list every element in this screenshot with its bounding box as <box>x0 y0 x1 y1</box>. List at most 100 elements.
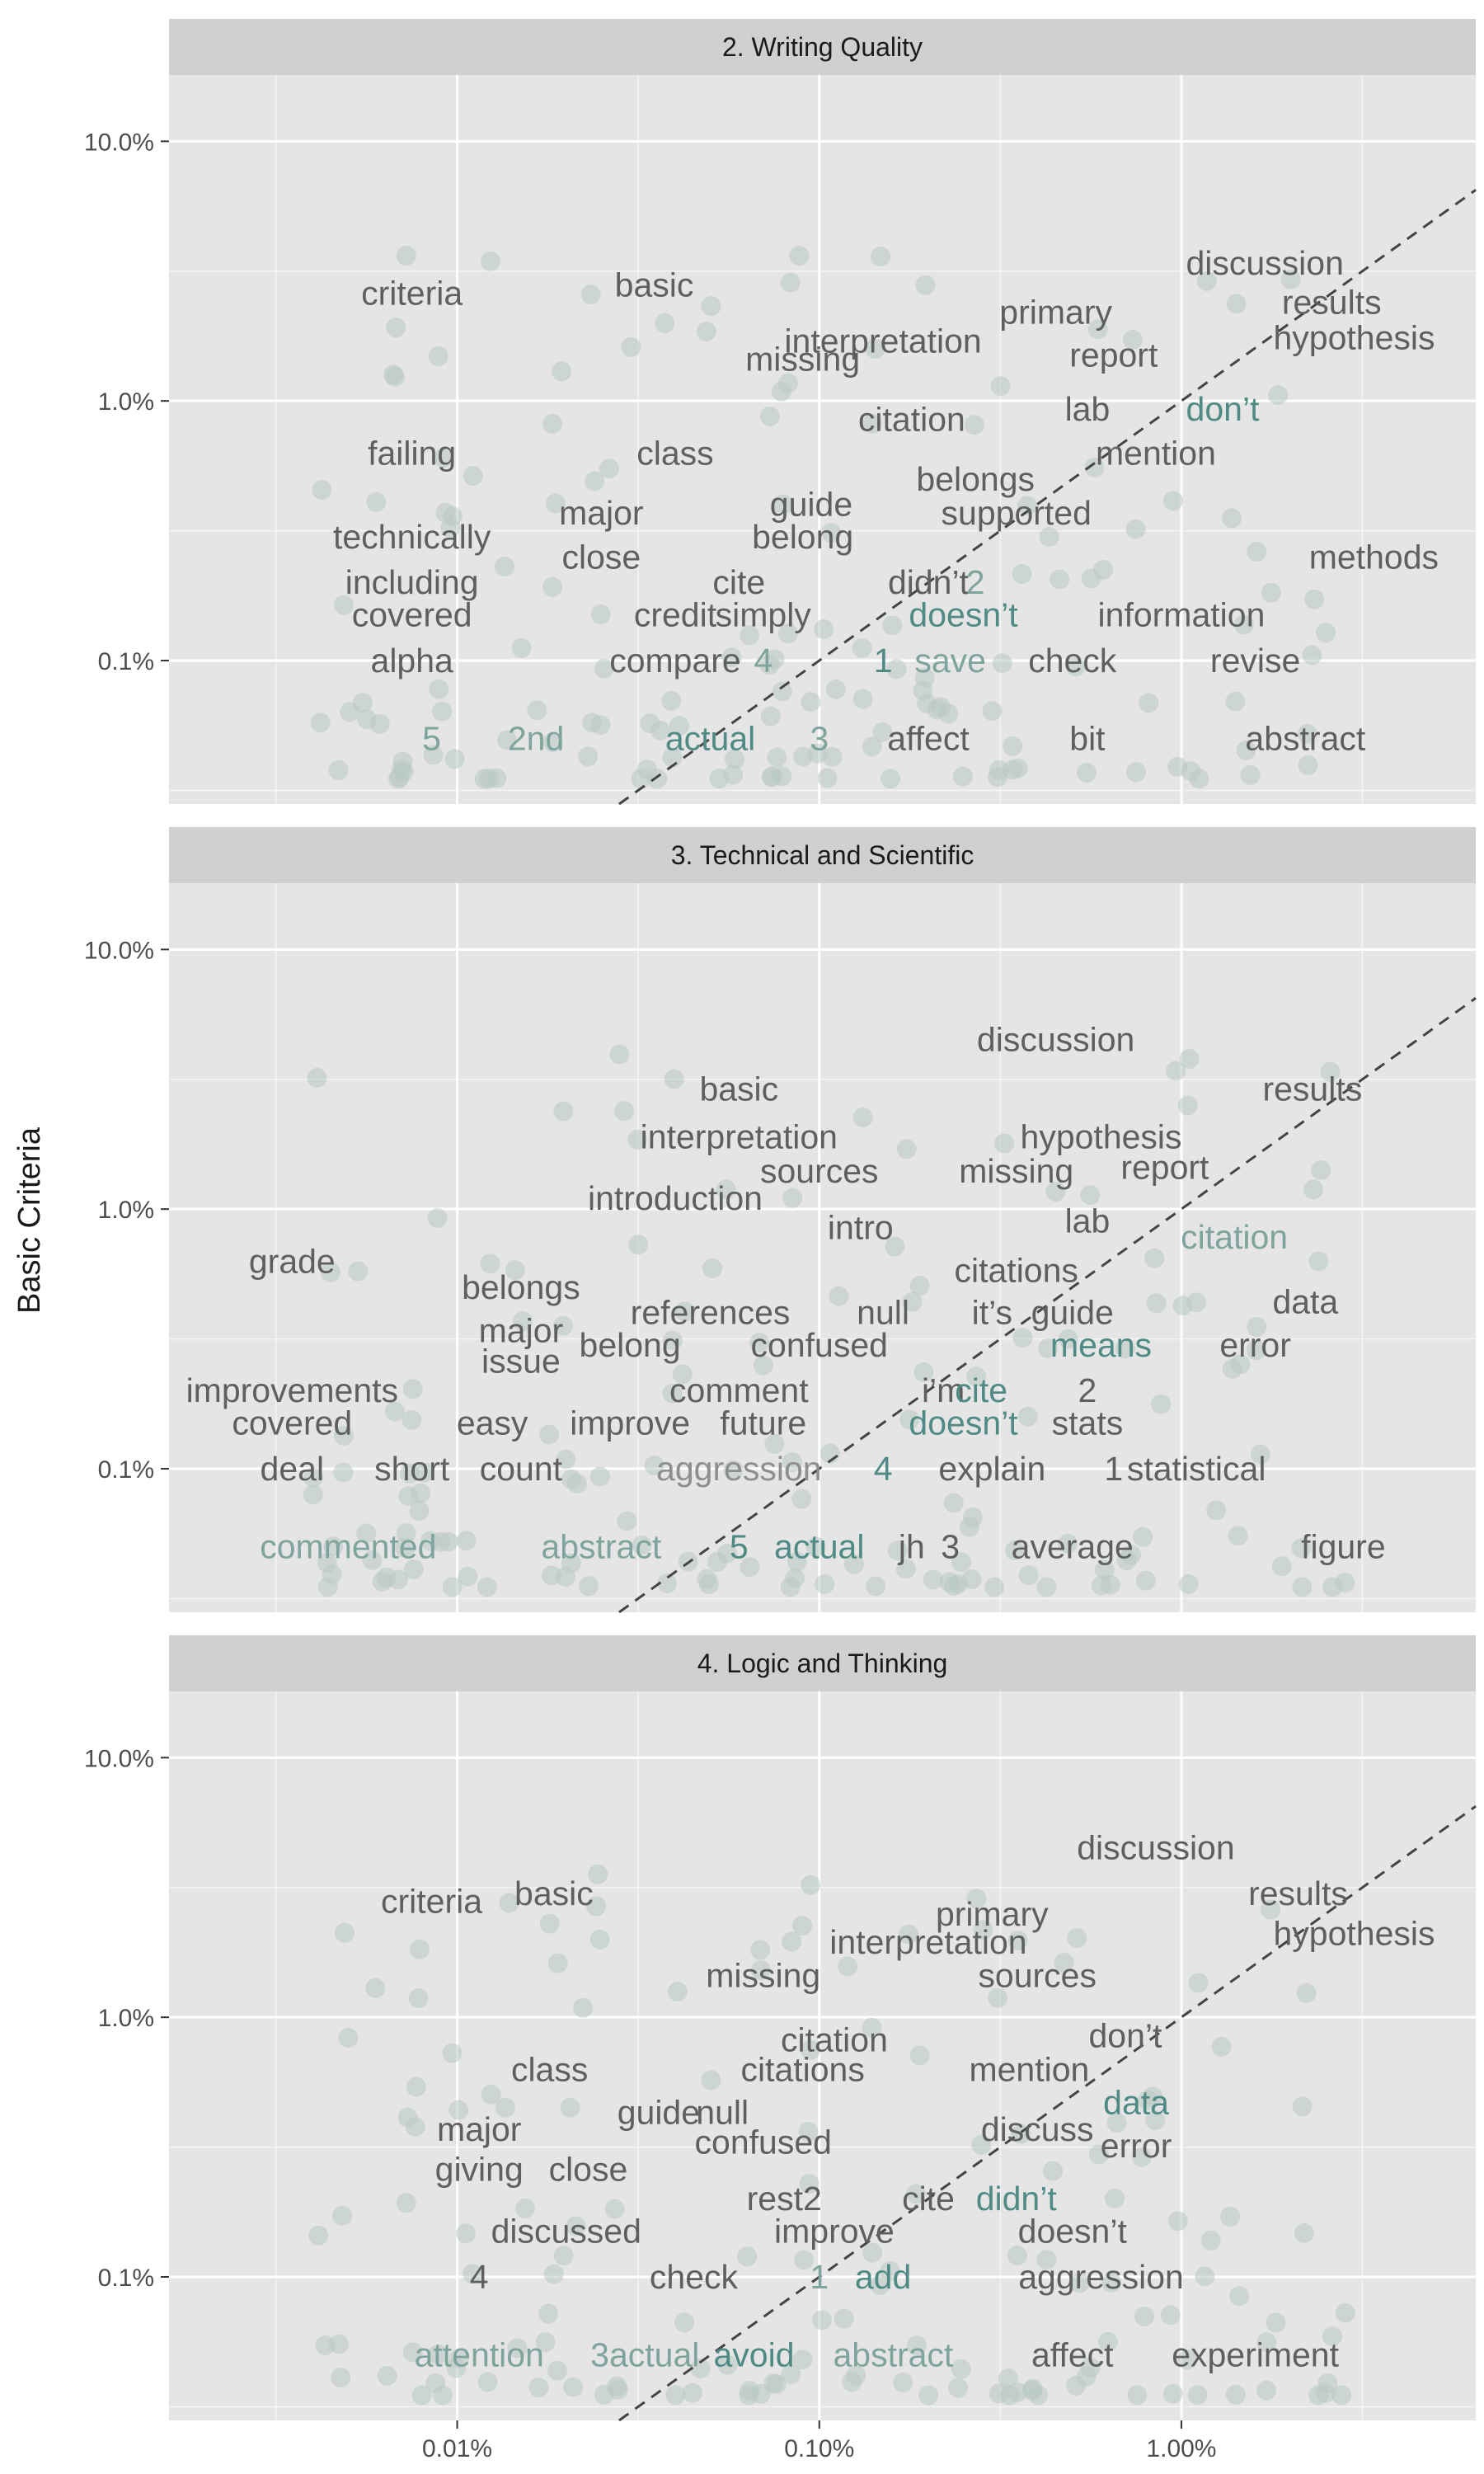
data-point <box>992 653 1012 674</box>
data-point <box>1012 1328 1033 1348</box>
data-point <box>456 1531 477 1551</box>
data-point <box>661 690 682 711</box>
data-point <box>428 346 448 366</box>
data-point <box>1045 1182 1066 1202</box>
word-label: failing <box>368 434 456 472</box>
data-point <box>871 246 891 266</box>
word-label: major <box>437 2110 522 2148</box>
data-point <box>862 2017 882 2038</box>
data-point <box>1320 1061 1341 1082</box>
data-point <box>725 749 745 769</box>
word-label: discussion <box>1077 1829 1234 1867</box>
data-point <box>402 1409 422 1430</box>
data-point <box>480 1253 500 1274</box>
data-point <box>842 2372 862 2392</box>
x-tick-label: 1.00% <box>1146 2435 1216 2462</box>
data-point <box>1292 2096 1313 2117</box>
data-point <box>542 576 563 597</box>
data-point <box>1054 1953 1074 1973</box>
data-point <box>1266 2312 1286 2333</box>
data-point <box>881 769 901 789</box>
data-point <box>1177 1095 1198 1116</box>
word-label: results <box>1262 1070 1362 1108</box>
data-point <box>984 1577 1005 1597</box>
word-label: error <box>1101 2127 1172 2165</box>
word-label: discuss <box>981 2110 1094 2148</box>
word-label: doesn’t <box>909 1404 1018 1442</box>
word-label: rest2 <box>747 2180 822 2218</box>
word-label: explain <box>938 1450 1045 1488</box>
data-point <box>1247 542 1267 562</box>
data-point <box>1134 2307 1154 2327</box>
data-point <box>1101 2272 1122 2293</box>
data-point <box>1004 1540 1025 1561</box>
data-point <box>1146 1293 1167 1314</box>
data-point <box>446 2358 467 2378</box>
word-label: alpha <box>371 642 454 680</box>
word-label: 1 <box>874 642 893 680</box>
word-label: giving <box>435 2150 524 2188</box>
data-point <box>1200 2230 1221 2251</box>
reference-diagonal-line <box>618 1805 1477 2422</box>
data-point <box>655 313 675 333</box>
data-point <box>896 1139 917 1159</box>
word-label: 2 <box>966 563 985 601</box>
word-label: avoid <box>713 2336 794 2374</box>
facet-strip <box>169 19 1476 75</box>
word-label: introduction <box>588 1179 763 1217</box>
word-label: basic <box>514 1874 594 1912</box>
word-label: mention <box>969 2050 1089 2088</box>
word-label: citation <box>858 400 965 438</box>
data-point <box>563 2377 584 2397</box>
data-point <box>764 1433 785 1454</box>
data-point <box>432 2385 453 2406</box>
word-label: 2nd <box>508 720 564 758</box>
word-label: revise <box>1210 642 1300 680</box>
data-point <box>1125 519 1146 539</box>
data-point <box>782 1931 802 1952</box>
data-point <box>780 1577 801 1597</box>
data-point <box>310 713 331 733</box>
data-point <box>395 1537 416 1558</box>
word-label: improve <box>774 2213 895 2251</box>
word-label: abstract <box>541 1528 661 1566</box>
data-point <box>792 1916 813 1936</box>
data-point <box>971 2134 992 2155</box>
data-point <box>477 1577 497 1597</box>
data-point <box>1017 1406 1038 1427</box>
word-label: 3 <box>941 1528 960 1566</box>
data-point <box>474 769 495 789</box>
data-point <box>1311 1159 1331 1180</box>
data-point <box>1081 568 1101 589</box>
word-label: belong <box>580 1326 681 1364</box>
data-point <box>852 689 873 709</box>
word-label: hypothesis <box>1274 319 1435 357</box>
data-point <box>918 2385 939 2406</box>
data-point <box>442 2043 463 2063</box>
data-point <box>444 749 465 769</box>
data-point <box>737 2246 758 2267</box>
data-point <box>1195 2266 1215 2287</box>
data-point <box>1297 723 1317 744</box>
data-point <box>872 722 893 742</box>
data-point <box>328 760 349 780</box>
data-point <box>456 2223 477 2244</box>
word-label: confused <box>751 1326 888 1364</box>
data-point <box>893 2373 913 2393</box>
data-point <box>843 1554 864 1574</box>
data-point <box>553 2246 574 2266</box>
data-point <box>1058 1533 1078 1554</box>
word-label: i’m <box>922 1371 965 1409</box>
data-point <box>480 251 500 271</box>
word-label: criteria <box>381 1882 482 1920</box>
data-point <box>545 493 566 514</box>
background-points <box>308 1864 1355 2406</box>
data-point <box>717 2354 738 2375</box>
word-label: basic <box>699 1070 778 1108</box>
data-point <box>1256 2380 1277 2401</box>
word-label: class <box>636 434 713 472</box>
data-point <box>683 2382 703 2403</box>
word-label: results <box>1248 1874 1348 1912</box>
data-point <box>335 1922 355 1943</box>
data-point <box>885 1236 905 1257</box>
